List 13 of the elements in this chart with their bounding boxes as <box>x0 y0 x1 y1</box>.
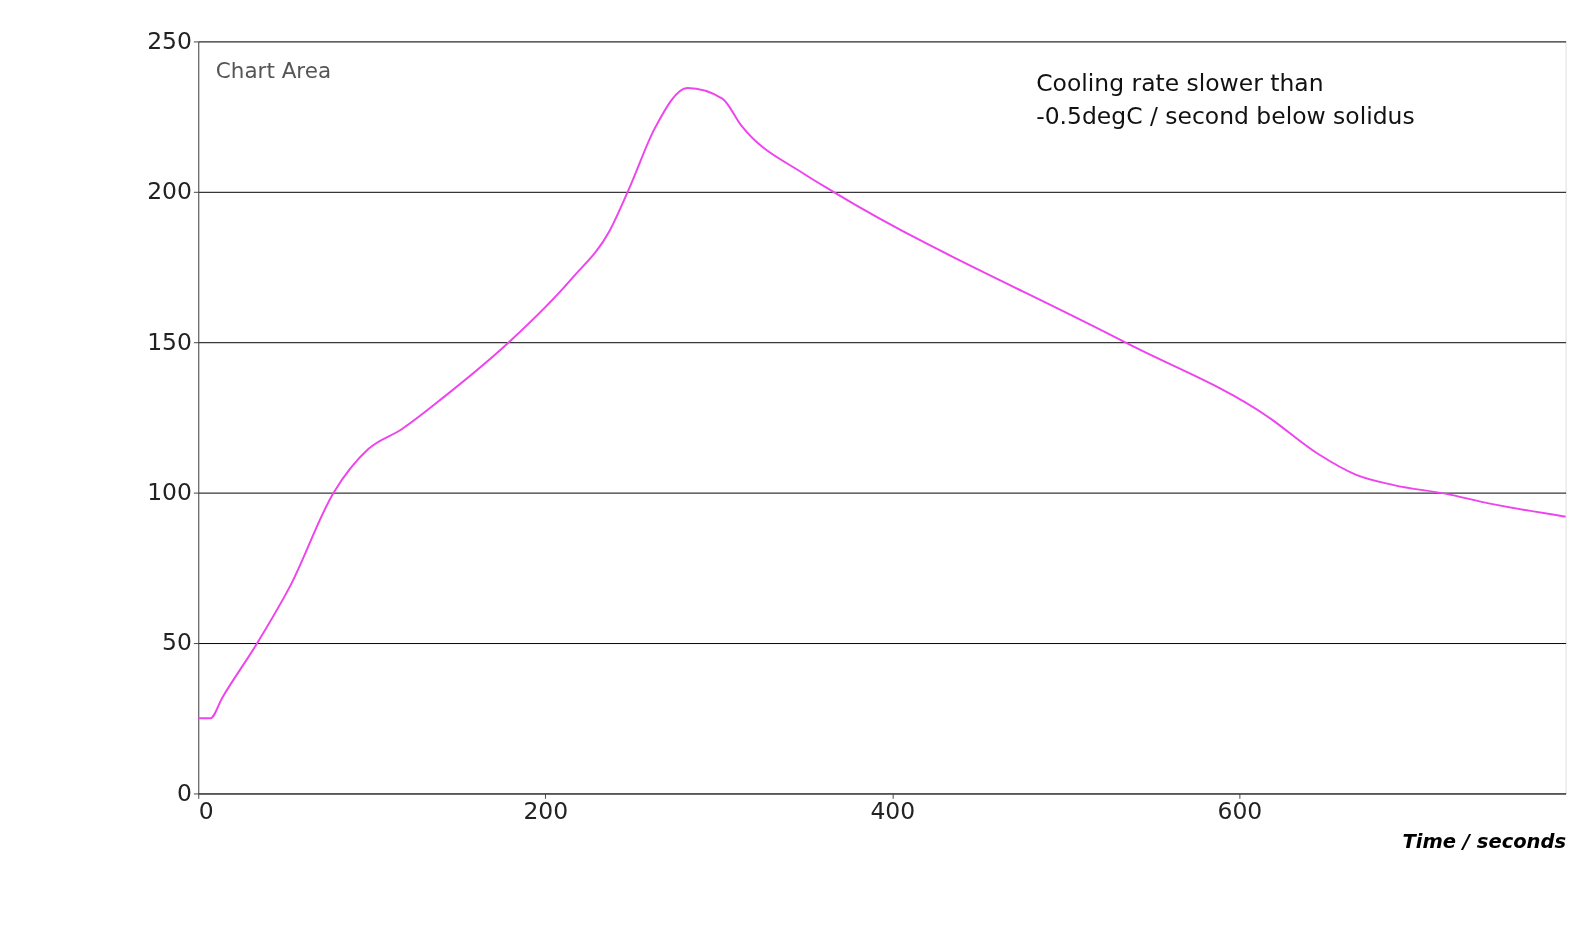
x-axis-title: Time / seconds <box>1402 829 1567 853</box>
x-tick-label: 600 <box>1217 797 1263 826</box>
y-tick-label: 150 <box>147 327 192 356</box>
y-tick-label: 200 <box>147 177 192 206</box>
x-tick-label: 200 <box>523 797 569 826</box>
y-tick-label: 100 <box>147 477 192 506</box>
y-tick-label: 250 <box>147 26 192 55</box>
x-tick-label: 400 <box>870 797 916 826</box>
annotation: Cooling rate slower than -0.5degC / second below solidus <box>1036 69 1415 131</box>
y-tick-label: 50 <box>162 628 192 657</box>
x-tick-label: 0 <box>198 797 214 826</box>
annotation: Chart Area <box>215 57 332 83</box>
y-tick-label: 0 <box>176 778 192 807</box>
